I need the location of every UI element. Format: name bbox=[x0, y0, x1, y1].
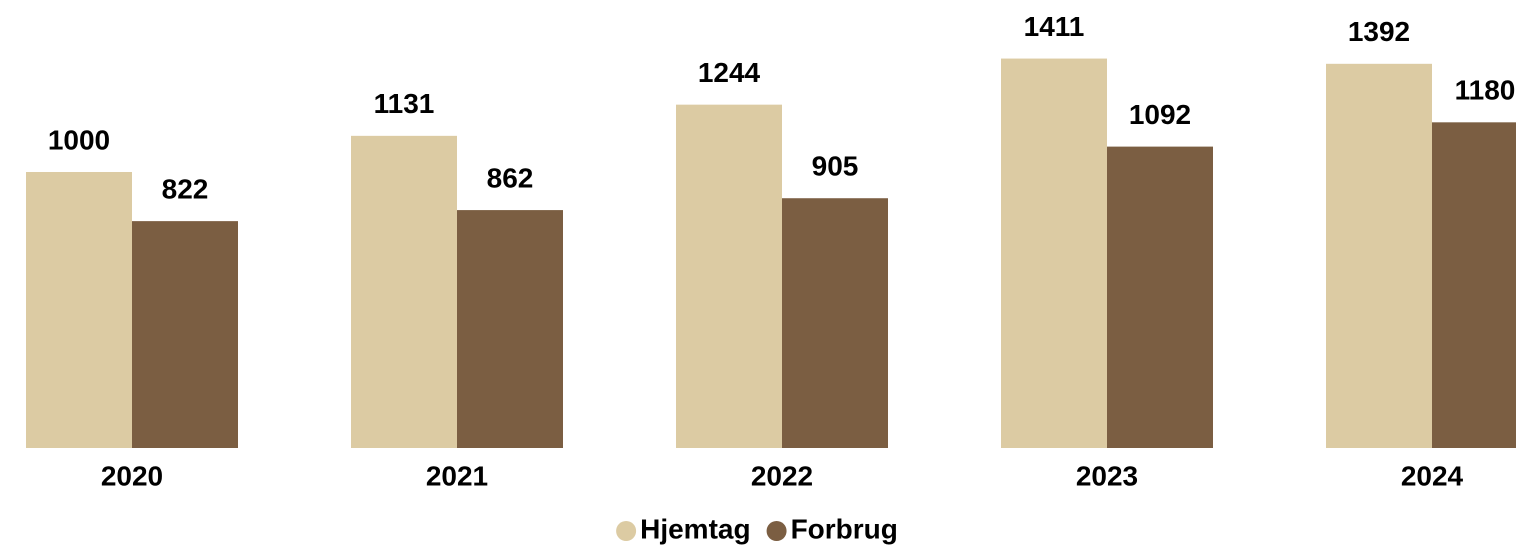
data-label: 862 bbox=[487, 162, 534, 193]
data-label: 822 bbox=[162, 174, 209, 205]
data-label: 1244 bbox=[698, 57, 761, 88]
bar bbox=[676, 104, 782, 448]
legend-label: Hjemtag bbox=[640, 513, 750, 544]
bar bbox=[26, 172, 132, 448]
x-tick-label: 2022 bbox=[751, 460, 813, 491]
data-label: 905 bbox=[812, 151, 859, 182]
bar bbox=[1001, 58, 1107, 449]
bar bbox=[351, 135, 457, 448]
x-tick-label: 2021 bbox=[426, 460, 488, 491]
legend-marker bbox=[616, 521, 637, 541]
data-label: 1180 bbox=[1455, 75, 1516, 106]
x-tick-label: 2023 bbox=[1076, 460, 1138, 491]
x-tick-label: 2024 bbox=[1401, 460, 1464, 491]
legend-label: Forbrug bbox=[791, 513, 898, 544]
data-label: 1000 bbox=[48, 124, 110, 155]
bar bbox=[457, 210, 563, 448]
data-label: 1092 bbox=[1129, 99, 1191, 130]
data-label: 1411 bbox=[1024, 11, 1085, 42]
legend-marker bbox=[766, 521, 787, 541]
bar bbox=[1432, 122, 1516, 448]
bar bbox=[1326, 63, 1432, 449]
x-tick-label: 2020 bbox=[101, 460, 163, 491]
bar bbox=[782, 198, 888, 448]
data-label: 1392 bbox=[1348, 16, 1410, 47]
data-label: 1131 bbox=[374, 88, 435, 119]
bar bbox=[132, 221, 238, 448]
bar bbox=[1107, 146, 1213, 448]
